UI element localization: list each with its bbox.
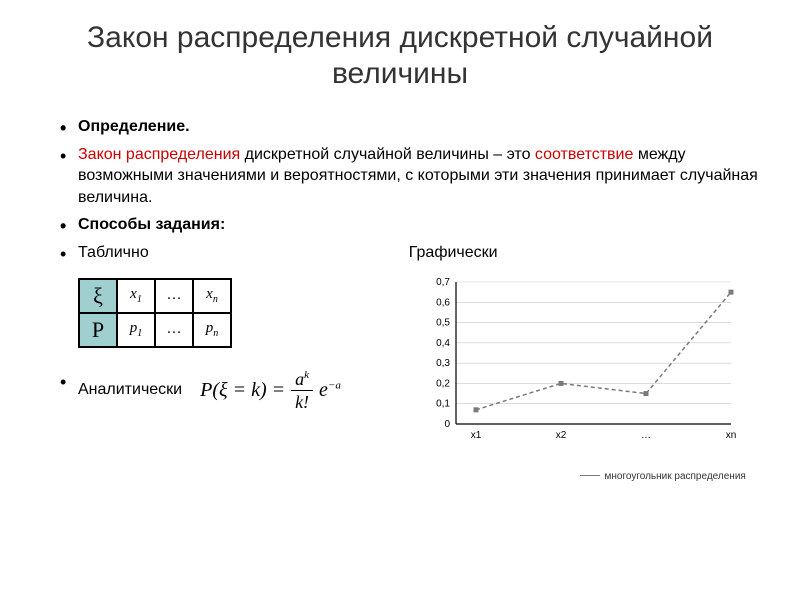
- table-wrapper: ξ x1 … xn P p1 … pn Аналитически P(ξ = k…: [40, 274, 341, 417]
- formula-exp: e−a: [319, 377, 341, 404]
- xi-header: ξ: [79, 279, 117, 313]
- method-table: Таблично: [78, 242, 149, 264]
- svg-text:xn: xn: [726, 430, 737, 441]
- definition-label: Определение.: [60, 116, 760, 138]
- svg-text:0,4: 0,4: [436, 337, 450, 348]
- svg-text:0,3: 0,3: [436, 358, 450, 369]
- definition-red1: Закон распределения: [78, 146, 240, 163]
- formula: P(ξ = k) = ak k! e−a: [200, 370, 341, 411]
- svg-text:0,2: 0,2: [436, 378, 450, 389]
- svg-text:0,1: 0,1: [436, 398, 450, 409]
- distribution-chart: 00,10,20,30,40,50,60,7x1x2…xn многоуголь…: [421, 274, 741, 464]
- method-graph: Графически: [409, 242, 498, 264]
- distribution-table: ξ x1 … xn P p1 … pn: [78, 278, 232, 348]
- cell-p1: p1: [117, 313, 155, 347]
- cell-pn: pn: [193, 313, 231, 347]
- cell-xn: xn: [193, 279, 231, 313]
- svg-text:x1: x1: [471, 430, 482, 441]
- svg-text:0,5: 0,5: [436, 317, 450, 328]
- cell-dots2: …: [155, 313, 193, 347]
- slide-title: Закон распределения дискретной случайной…: [40, 20, 760, 92]
- content-list: Определение. Закон распределения дискрет…: [40, 116, 760, 264]
- cell-x1: x1: [117, 279, 155, 313]
- svg-text:…: …: [641, 430, 651, 441]
- methods-row: Таблично Графически: [60, 242, 760, 264]
- method-analytic: Аналитически: [78, 379, 182, 401]
- cell-dots1: …: [155, 279, 193, 313]
- formula-fraction: ak k!: [291, 370, 313, 411]
- svg-text:0,7: 0,7: [436, 277, 450, 288]
- analytic-row: Аналитически P(ξ = k) = ak k! e−a: [60, 370, 341, 411]
- definition-text: Закон распределения дискретной случайной…: [60, 144, 760, 209]
- svg-text:0: 0: [444, 419, 450, 430]
- legend-text: многоугольник распределения: [604, 471, 745, 482]
- formula-lhs: P(ξ = k) =: [200, 377, 285, 404]
- svg-text:x2: x2: [556, 430, 567, 441]
- definition-red2: соответствие: [535, 146, 633, 163]
- svg-text:0,6: 0,6: [436, 297, 450, 308]
- definition-mid: дискретной случайной величины – это: [240, 146, 535, 163]
- methods-label: Способы задания:: [60, 214, 760, 236]
- legend-line-icon: [580, 475, 600, 476]
- p-header: P: [79, 313, 117, 347]
- chart-legend: многоугольник распределения: [580, 471, 745, 482]
